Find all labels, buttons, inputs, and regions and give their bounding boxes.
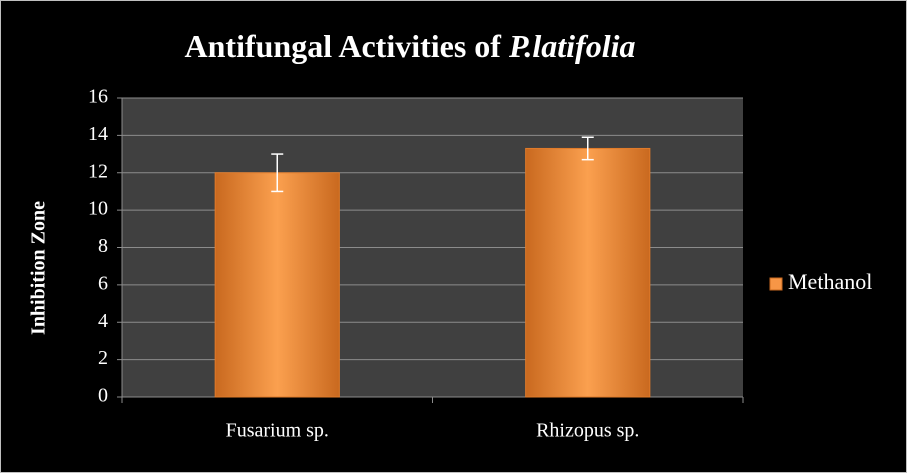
bar	[525, 147, 651, 398]
y-tick-label: 12	[88, 160, 108, 182]
title-species: P.latifolia	[508, 28, 636, 64]
chart-title: Antifungal Activities of P.latifolia	[185, 28, 636, 64]
x-tick-label: Fusarium sp.	[226, 420, 329, 442]
bar	[214, 172, 340, 398]
legend-swatch	[769, 277, 783, 291]
y-tick-label: 2	[98, 347, 108, 369]
y-tick-label: 0	[98, 385, 108, 407]
y-axis-label: Inhibition Zone	[28, 201, 50, 335]
y-tick-label: 16	[88, 86, 108, 108]
x-tick-label: Rhizopus sp.	[536, 420, 639, 442]
y-tick-label: 6	[98, 272, 108, 294]
y-tick-label: 14	[88, 123, 108, 145]
y-tick-label: 10	[88, 198, 108, 220]
y-tick-label: 8	[98, 235, 108, 257]
y-tick-label: 4	[98, 310, 108, 332]
legend-label: Methanol	[788, 269, 872, 294]
title-text: Antifungal Activities of	[185, 28, 502, 64]
